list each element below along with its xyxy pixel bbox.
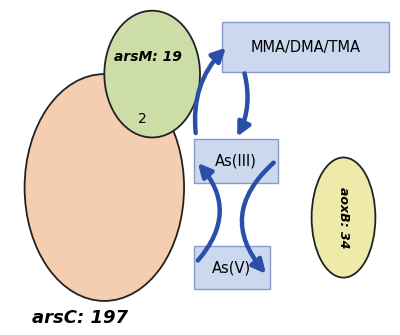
Text: As(III): As(III)	[215, 153, 257, 168]
FancyBboxPatch shape	[194, 246, 270, 289]
Text: 2: 2	[138, 112, 146, 126]
Text: arsC: 197: arsC: 197	[32, 309, 128, 327]
Ellipse shape	[25, 74, 184, 301]
Text: arsM: 19: arsM: 19	[114, 50, 182, 64]
FancyBboxPatch shape	[222, 22, 389, 72]
Text: As(V): As(V)	[212, 260, 252, 275]
Ellipse shape	[104, 11, 200, 137]
FancyBboxPatch shape	[194, 139, 278, 183]
Text: MMA/DMA/TMA: MMA/DMA/TMA	[251, 40, 361, 55]
Ellipse shape	[312, 157, 375, 278]
Text: aoxB: 34: aoxB: 34	[337, 187, 350, 248]
